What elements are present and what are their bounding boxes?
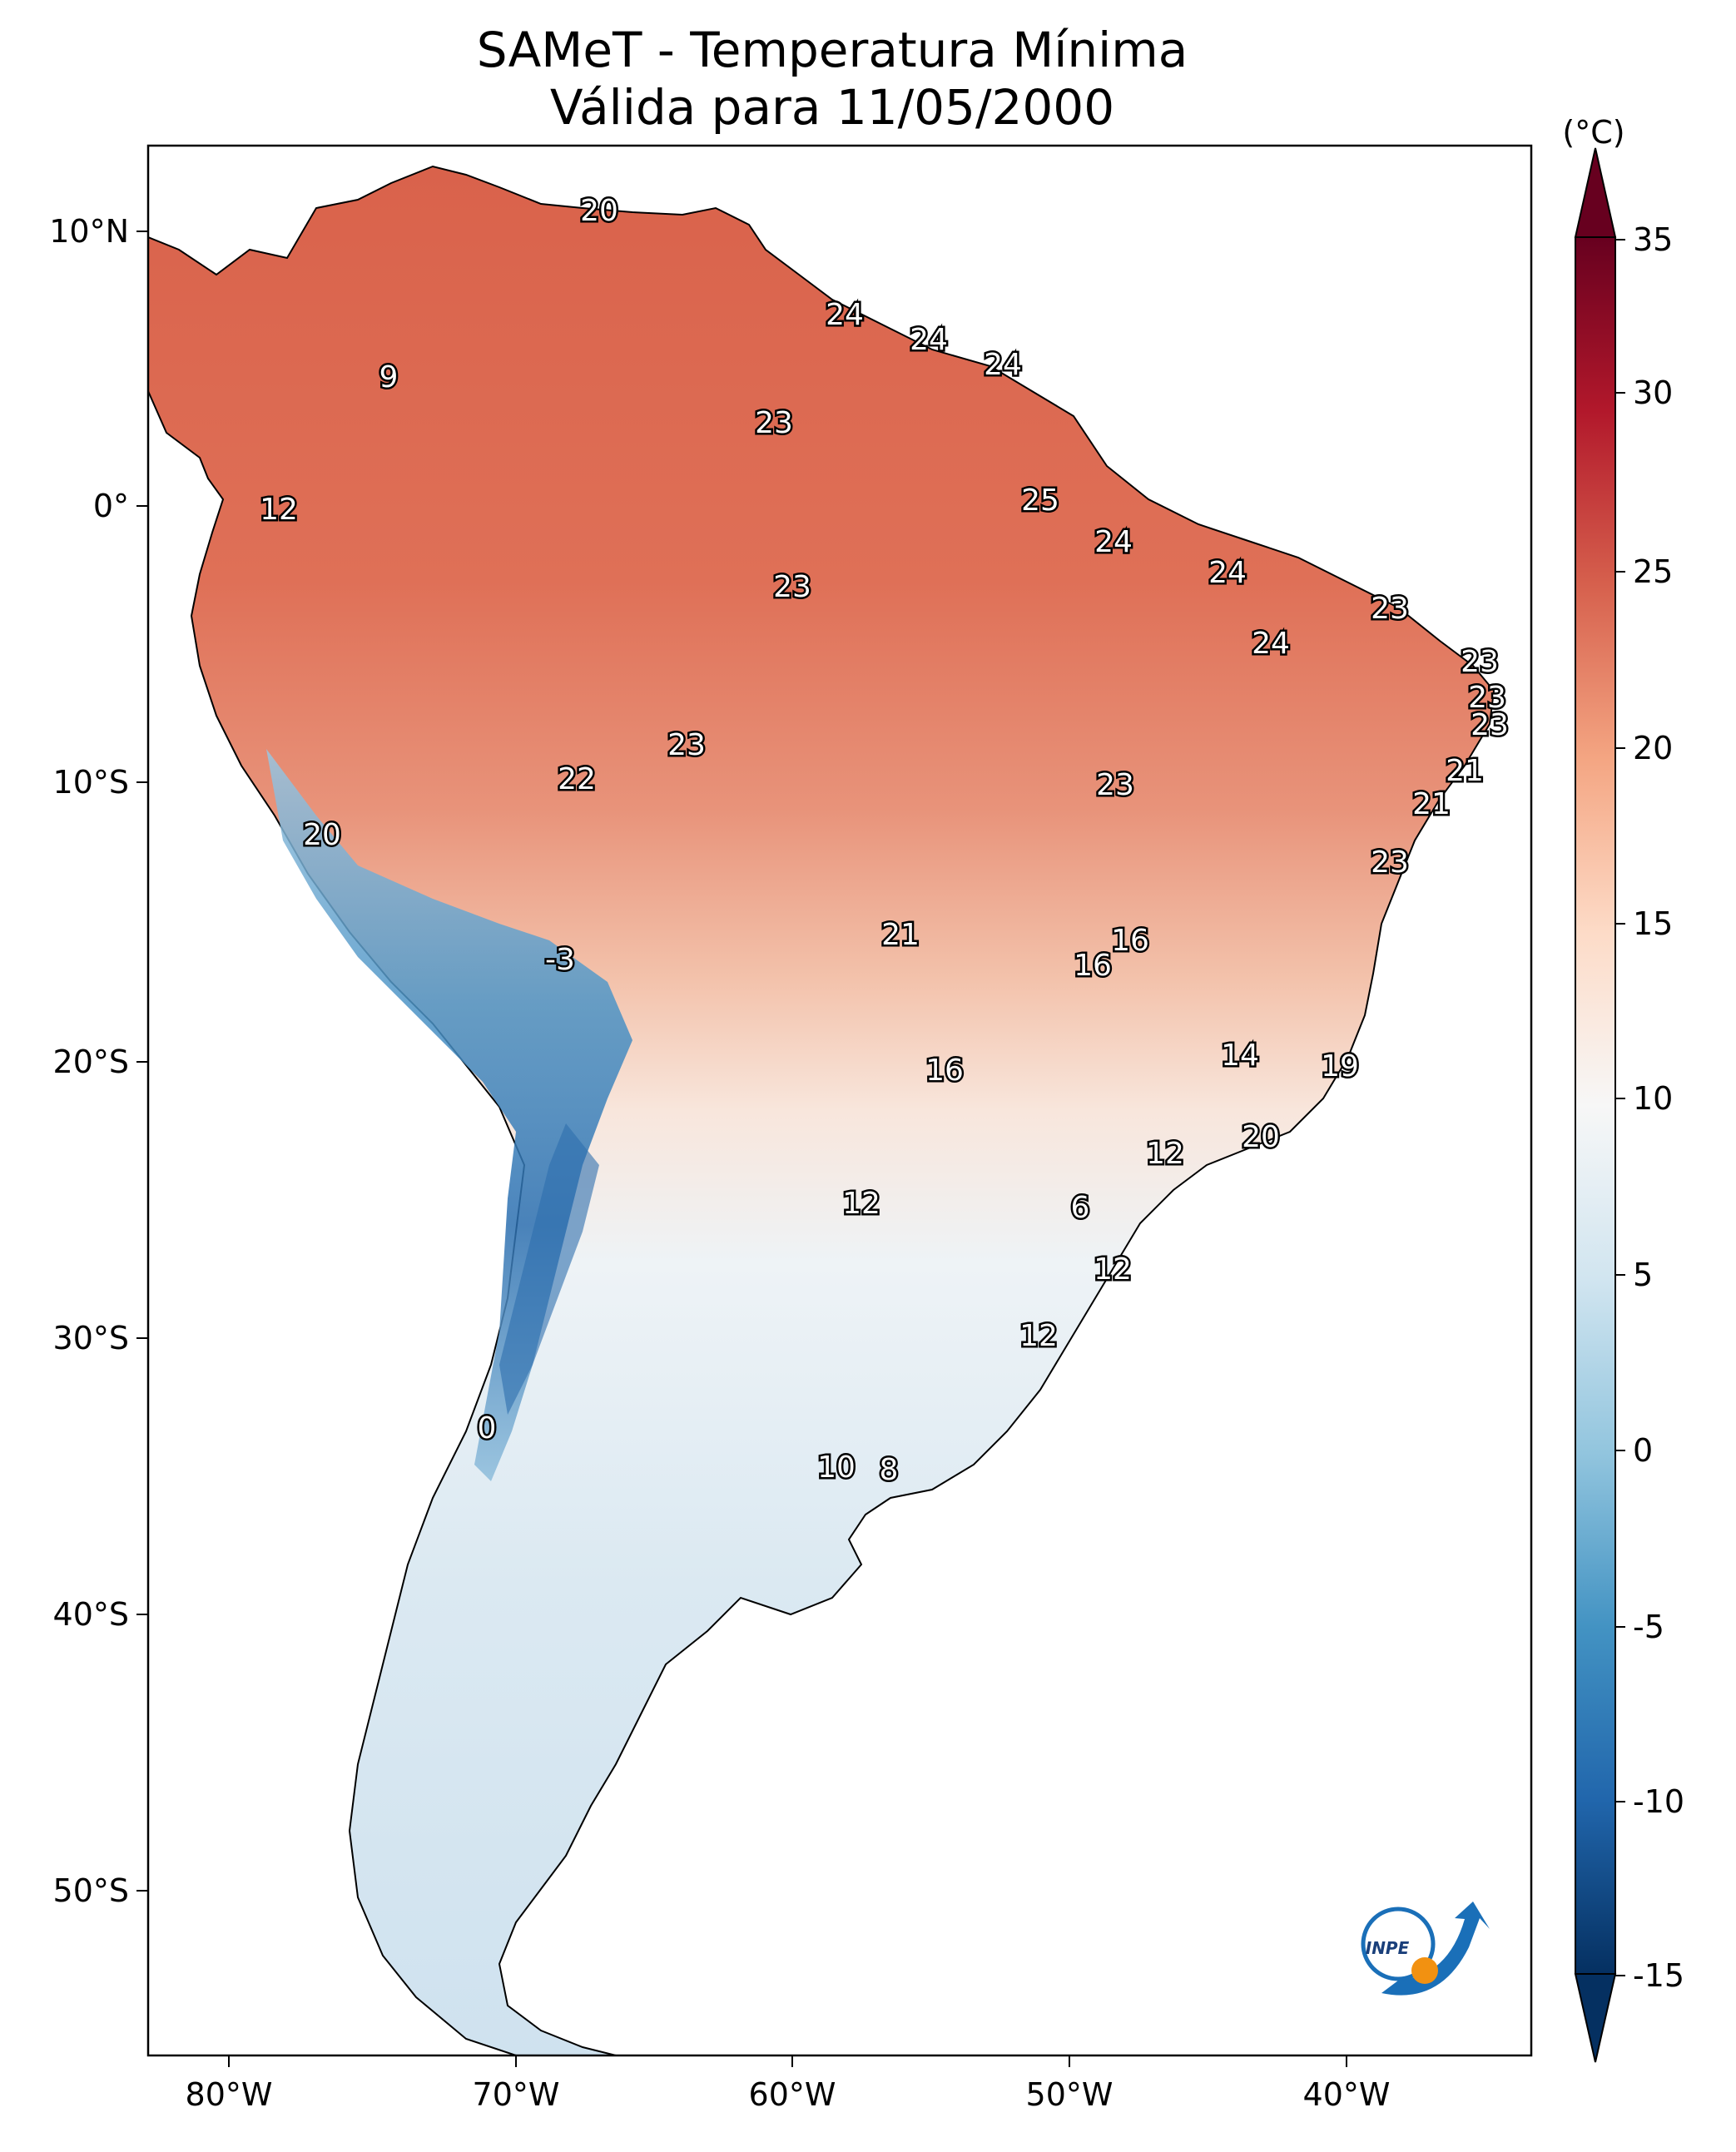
station-value-label: 20 bbox=[1242, 1120, 1280, 1154]
station-value-labels: 20 9 24 24 24 23 12 25 24 24 23 23 24 23… bbox=[258, 192, 1511, 1490]
colorbar-tick-label: 25 bbox=[1633, 553, 1673, 590]
station-value-label: 0 bbox=[478, 1411, 497, 1445]
inpe-logo: INPE bbox=[1361, 1902, 1490, 1996]
station-value-label: 22 bbox=[558, 762, 596, 796]
station-value-label: 16 bbox=[925, 1054, 964, 1088]
station-value-label: 24 bbox=[910, 323, 948, 357]
station-value-label: 21 bbox=[881, 918, 920, 952]
station-value-label: 24 bbox=[984, 348, 1022, 382]
colorbar-tick-label: -5 bbox=[1633, 1609, 1664, 1645]
colorbar-tick-label: 20 bbox=[1633, 730, 1673, 766]
station-value-label: 12 bbox=[1019, 1319, 1058, 1353]
station-value-label: 24 bbox=[826, 298, 864, 332]
station-value-label: 14 bbox=[1221, 1039, 1259, 1073]
station-value-label: 9 bbox=[379, 360, 399, 394]
colorbar: (°C) 35 30 25 20 15 10 5 0 -5 -10 -15 bbox=[1562, 114, 1684, 2063]
station-value-label: 24 bbox=[1252, 627, 1290, 661]
station-value-label: 12 bbox=[260, 493, 298, 527]
map-subtitle: Válida para 11/05/2000 bbox=[549, 79, 1115, 136]
station-value-label: 24 bbox=[1094, 525, 1133, 559]
map-frame bbox=[146, 144, 1533, 2057]
station-value-label: 21 bbox=[1412, 787, 1451, 821]
station-value-label: -3 bbox=[545, 943, 575, 977]
map-area bbox=[148, 165, 1495, 2055]
station-value-label: 6 bbox=[1071, 1191, 1090, 1225]
station-value-label: 23 bbox=[1096, 768, 1134, 802]
colorbar-tick-label: 10 bbox=[1633, 1080, 1673, 1117]
lat-tick-label: 10°S bbox=[53, 764, 129, 801]
station-value-label: 20 bbox=[580, 194, 618, 228]
colorbar-body bbox=[1575, 236, 1616, 1975]
station-value-label: 10 bbox=[817, 1450, 856, 1485]
colorbar-tick-label: -10 bbox=[1633, 1783, 1684, 1820]
station-value-label: 23 bbox=[1371, 592, 1409, 626]
colorbar-tick-label: 35 bbox=[1633, 221, 1673, 258]
colorbar-top-extension bbox=[1574, 147, 1617, 238]
station-value-label: 21 bbox=[1446, 754, 1484, 788]
lon-tick-label: 40°W bbox=[1303, 2076, 1391, 2113]
colorbar-ticks: 35 30 25 20 15 10 5 0 -5 -10 -15 bbox=[1615, 221, 1684, 1994]
station-value-label: 12 bbox=[842, 1187, 880, 1221]
station-value-label: 19 bbox=[1321, 1049, 1359, 1083]
lat-tick-label: 10°N bbox=[49, 213, 129, 250]
colorbar-tick-label: -15 bbox=[1633, 1957, 1684, 1994]
station-value-label: 24 bbox=[1208, 556, 1247, 590]
colorbar-tick-label: 5 bbox=[1633, 1257, 1653, 1293]
logo-text: INPE bbox=[1366, 1938, 1410, 1958]
andes-cold-core bbox=[499, 1123, 599, 1415]
lon-tick-label: 80°W bbox=[186, 2076, 273, 2113]
station-value-label: 23 bbox=[1461, 645, 1499, 679]
station-value-label: 8 bbox=[880, 1453, 899, 1487]
map-title: SAMeT - Temperatura Mínima bbox=[476, 22, 1188, 78]
station-value-label: 23 bbox=[1468, 681, 1506, 715]
lon-axis: 80°W 70°W 60°W 50°W 40°W bbox=[186, 2055, 1391, 2113]
lat-tick-label: 20°S bbox=[53, 1044, 129, 1080]
station-value-label: 23 bbox=[773, 570, 811, 604]
lat-axis: 10°N 0° 10°S 20°S 30°S 40°S 50°S bbox=[49, 213, 148, 1909]
station-value-label: 16 bbox=[1111, 924, 1149, 958]
colorbar-tick-label: 0 bbox=[1633, 1432, 1653, 1469]
station-value-label: 20 bbox=[303, 818, 341, 852]
station-value-label: 25 bbox=[1021, 483, 1059, 518]
station-value-label: 12 bbox=[1094, 1252, 1132, 1287]
station-value-label: 12 bbox=[1146, 1137, 1184, 1171]
continent-shape bbox=[148, 165, 1495, 2055]
colorbar-bottom-extension bbox=[1574, 1973, 1617, 2063]
station-value-label: 23 bbox=[755, 406, 793, 440]
station-value-label: 23 bbox=[1371, 845, 1409, 880]
lat-tick-label: 30°S bbox=[53, 1320, 129, 1356]
lat-tick-label: 0° bbox=[93, 488, 129, 524]
lat-tick-label: 50°S bbox=[53, 1872, 129, 1909]
lon-tick-label: 50°W bbox=[1026, 2076, 1114, 2113]
station-value-label: 23 bbox=[667, 728, 706, 762]
station-value-label: 23 bbox=[1471, 708, 1509, 742]
colorbar-unit: (°C) bbox=[1562, 114, 1624, 151]
station-value-label: 16 bbox=[1074, 949, 1112, 983]
colorbar-tick-label: 15 bbox=[1633, 905, 1673, 942]
lon-tick-label: 70°W bbox=[473, 2076, 560, 2113]
colorbar-tick-label: 30 bbox=[1633, 374, 1673, 411]
lat-tick-label: 40°S bbox=[53, 1596, 129, 1633]
lon-tick-label: 60°W bbox=[749, 2076, 836, 2113]
